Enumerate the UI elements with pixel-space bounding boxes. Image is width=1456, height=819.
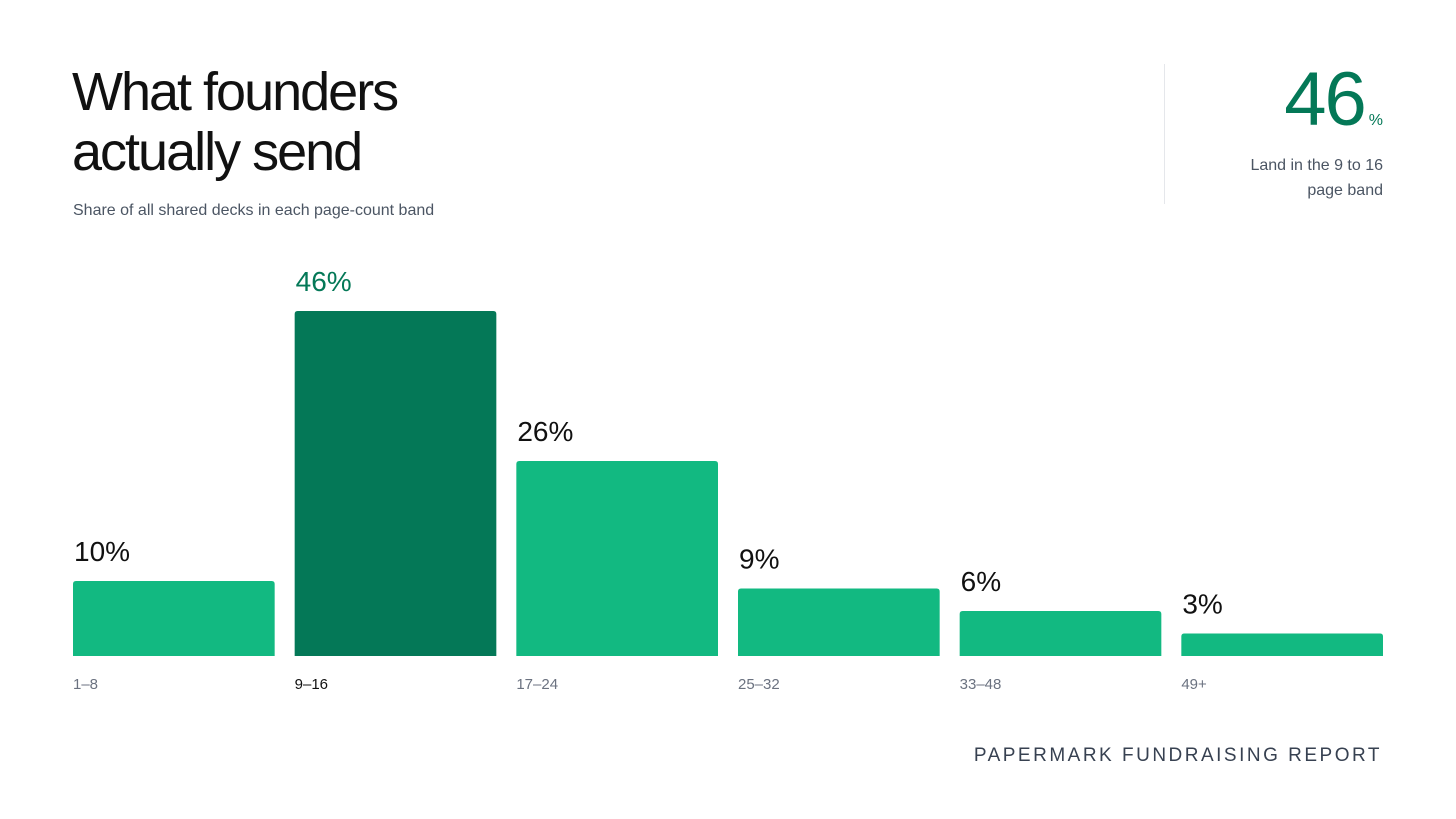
category-label-17–24: 17–24 (516, 676, 558, 693)
bar-17–24 (516, 461, 718, 656)
headline-stat-unit: % (1368, 112, 1383, 129)
bar-1–8 (73, 581, 275, 656)
headline-stat-value: 46 (1284, 57, 1367, 142)
report-footer: PAPERMARK FUNDRAISING REPORT (973, 745, 1382, 766)
category-label-33–48: 33–48 (960, 676, 1002, 693)
data-label-25–32: 9% (739, 544, 779, 575)
chart-title-line-2: actually send (72, 122, 363, 182)
headline-stat-caption: Land in the 9 to 16 page band (1183, 153, 1383, 203)
chart-subtitle: Share of all shared decks in each page-c… (73, 202, 435, 219)
headline-stat-caption-line-2: page band (1307, 182, 1383, 199)
category-label-9–16: 9–16 (295, 676, 328, 693)
category-label-25–32: 25–32 (738, 676, 780, 693)
headline-stat: 46% (1284, 60, 1383, 140)
bar-33–48 (959, 611, 1162, 656)
category-label-49+: 49+ (1181, 676, 1207, 693)
headline-stat-caption-line-1: Land in the 9 to 16 (1250, 157, 1383, 174)
bar-25–32 (738, 588, 940, 656)
chart-title-line-1: What founders (72, 62, 399, 122)
data-label-49+: 3% (1182, 589, 1222, 620)
bar-9–16 (294, 311, 497, 656)
data-label-1–8: 10% (74, 536, 130, 567)
category-label-1–8: 1–8 (73, 676, 98, 693)
bar-49+ (1181, 633, 1383, 656)
data-label-17–24: 26% (517, 416, 573, 447)
chart-title: What founders actually send (72, 62, 399, 182)
data-label-33–48: 6% (961, 566, 1001, 597)
stat-divider (1164, 64, 1165, 204)
data-label-9–16: 46% (296, 266, 352, 297)
